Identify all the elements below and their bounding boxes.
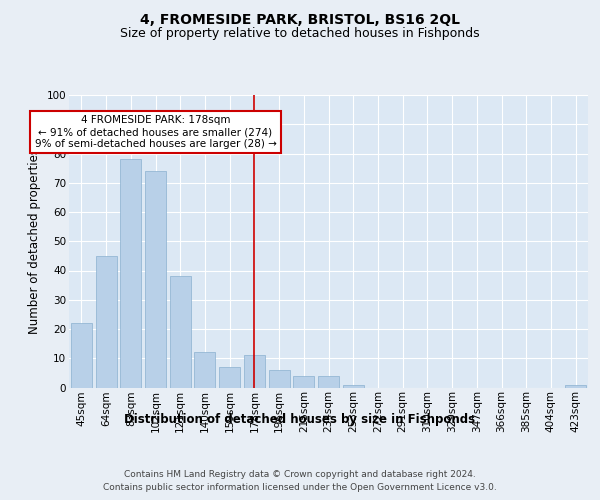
Text: Distribution of detached houses by size in Fishponds: Distribution of detached houses by size … [124,412,476,426]
Text: 4 FROMESIDE PARK: 178sqm
← 91% of detached houses are smaller (274)
9% of semi-d: 4 FROMESIDE PARK: 178sqm ← 91% of detach… [35,116,277,148]
Bar [170,276,191,388]
Bar [71,323,92,388]
Text: Size of property relative to detached houses in Fishponds: Size of property relative to detached ho… [120,28,480,40]
Bar [269,370,290,388]
Bar [120,160,141,388]
Bar [244,356,265,388]
Bar [194,352,215,388]
Bar [293,376,314,388]
Text: Contains HM Land Registry data © Crown copyright and database right 2024.
Contai: Contains HM Land Registry data © Crown c… [103,470,497,492]
Bar [343,384,364,388]
Bar [565,384,586,388]
Y-axis label: Number of detached properties: Number of detached properties [28,148,41,334]
Text: 4, FROMESIDE PARK, BRISTOL, BS16 2QL: 4, FROMESIDE PARK, BRISTOL, BS16 2QL [140,12,460,26]
Bar [318,376,339,388]
Bar [145,171,166,388]
Bar [219,367,240,388]
Bar [95,256,116,388]
